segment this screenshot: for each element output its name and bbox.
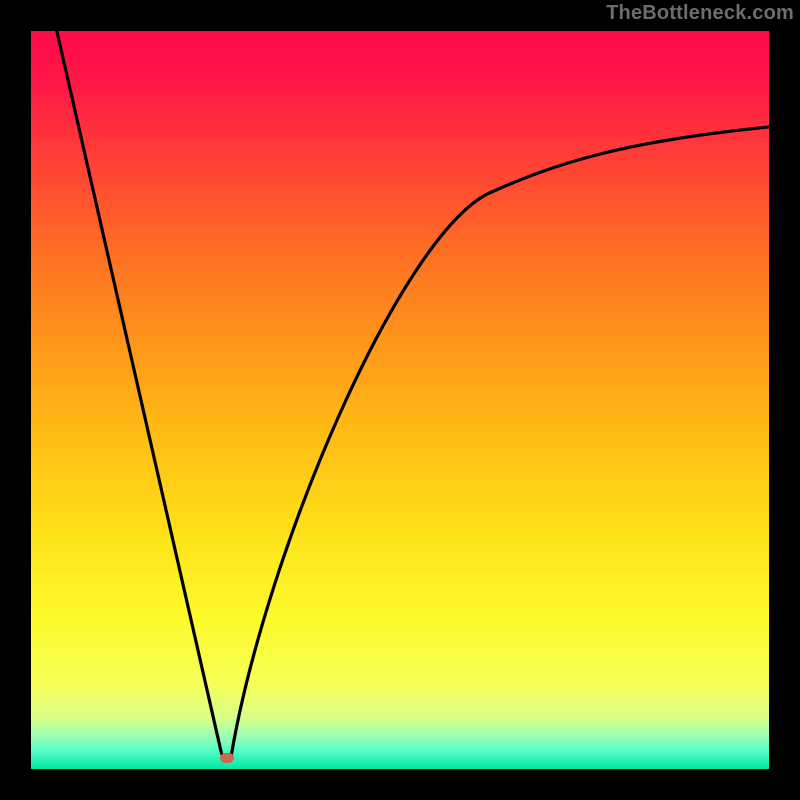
dip-marker: [220, 753, 234, 763]
attribution-text: TheBottleneck.com: [606, 2, 794, 25]
chart-plot-area: [31, 31, 769, 769]
curve-layer: [31, 31, 769, 769]
chart-stage: TheBottleneck.com: [0, 0, 800, 800]
bottleneck-curve: [57, 31, 769, 756]
